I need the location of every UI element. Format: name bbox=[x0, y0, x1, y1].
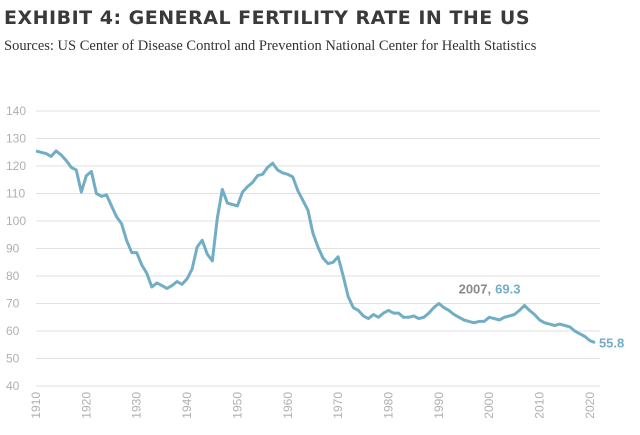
y-tick-label: 90 bbox=[6, 242, 20, 256]
x-tick-label: 1980 bbox=[382, 392, 396, 419]
x-tick-label: 1940 bbox=[180, 392, 194, 419]
chart-title: EXHIBIT 4: GENERAL FERTILITY RATE IN THE… bbox=[4, 7, 530, 29]
y-tick-label: 70 bbox=[6, 297, 20, 311]
y-tick-label: 50 bbox=[6, 352, 20, 366]
y-tick-label: 120 bbox=[6, 159, 26, 173]
x-tick-label: 1990 bbox=[432, 392, 446, 419]
data-line bbox=[35, 149, 596, 344]
y-tick-label: 130 bbox=[6, 132, 26, 146]
end-label: 55.8 bbox=[599, 336, 624, 351]
x-tick-label: 2000 bbox=[482, 392, 496, 419]
x-tick-label: 2020 bbox=[583, 392, 597, 419]
x-tick-label: 1930 bbox=[130, 392, 144, 419]
x-tick-label: 1910 bbox=[29, 392, 43, 419]
y-tick-label: 60 bbox=[6, 324, 20, 338]
annotation-value: 69.3 bbox=[495, 281, 520, 296]
y-tick-label: 140 bbox=[6, 104, 26, 118]
y-tick-label: 80 bbox=[6, 269, 20, 283]
annotation-year: 2007, bbox=[459, 281, 492, 296]
x-tick-label: 1960 bbox=[281, 392, 295, 419]
x-tick-label: 2010 bbox=[533, 392, 547, 419]
annotation: 2007, 69.3 bbox=[459, 281, 521, 296]
y-tick-label: 100 bbox=[6, 214, 26, 228]
y-tick-label: 40 bbox=[6, 379, 20, 393]
x-tick-label: 1950 bbox=[230, 392, 244, 419]
chart-subtitle: Sources: US Center of Disease Control an… bbox=[4, 38, 537, 54]
y-tick-label: 110 bbox=[6, 187, 25, 201]
x-tick-label: 1970 bbox=[331, 392, 345, 419]
x-tick-label: 1920 bbox=[79, 392, 93, 419]
